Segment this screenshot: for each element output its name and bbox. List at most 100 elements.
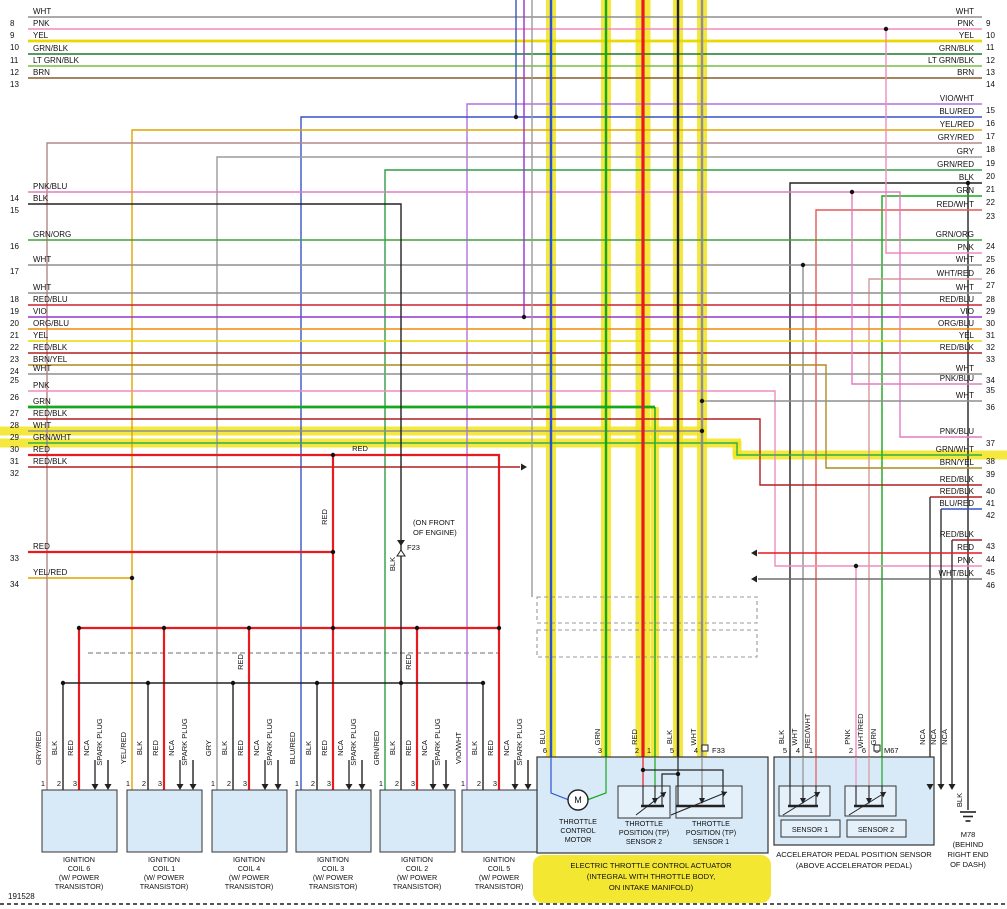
pin-number: 26 [10,393,19,402]
wire-color-label: GRN/BLK [939,44,975,53]
pin-number: 6 [543,746,547,755]
wire-color-label: BRN/YEL [940,458,975,467]
pin-number: 20 [986,172,995,181]
highlighted-caption: ON INTAKE MANIFOLD) [609,883,694,892]
wire-color-label: RED [957,543,974,552]
wire-color-label: RED/BLU [33,295,68,304]
component-caption: IGNITION [401,855,433,864]
note-label: F33 [712,746,725,755]
pin-number: 38 [986,457,995,466]
component-caption: THROTTLE [559,817,597,826]
arrowhead-icon [814,792,820,798]
ignition-coil-box [461,789,538,853]
wire-color-label: BRN [957,68,974,77]
wire-color-label: BLU/RED [939,499,974,508]
sensor-name-box [846,819,907,838]
connector-icon [701,744,709,752]
pin-number: 41 [986,499,995,508]
wire-color-label: RED [66,740,75,756]
component-caption: COIL 4 [238,864,261,873]
motor-letter: M [574,795,582,805]
pin-number: 2 [142,779,146,788]
pin-number: 2 [395,779,399,788]
wire-color-label: WHT [956,255,974,264]
pin-number: 2 [849,746,853,755]
wire-red-blk [28,418,982,486]
wire-color-label: WHT [956,364,974,373]
wire-brn-yel [28,364,982,469]
pin-number: 3 [243,779,247,788]
component-caption: TRANSISTOR) [225,882,274,891]
wire-color-label: YEL [959,331,975,340]
junction-dot [800,262,806,268]
component-caption: TRANSISTOR) [140,882,189,891]
wire-color-label: BLU/RED [288,731,297,764]
component-caption: COIL 6 [68,864,91,873]
note-label: RIGHT END [947,850,989,859]
wire-color-label: NCA [336,740,345,756]
wire-color-label: RED/BLK [33,457,68,466]
potentiometer-box [617,785,671,819]
inline-connector-icon [396,549,406,557]
pin-number: 22 [986,198,995,207]
arrowhead-icon [937,784,945,790]
wire-color-label: WHT [790,728,799,745]
pin-number: 33 [10,554,19,563]
wire-color-label: RED/BLK [940,343,975,352]
wiper-arrow-icon [800,798,806,804]
arrowhead-icon [511,784,519,790]
junction-dot [521,314,527,320]
component-caption: COIL 5 [488,864,511,873]
pin-number: 25 [10,376,19,385]
pin-number: 1 [126,779,130,788]
pin-number: 15 [986,106,995,115]
component-lead [586,757,607,801]
arrowhead-icon [751,575,757,583]
component-caption: SENSOR 1 [693,837,729,846]
junction-dot [398,680,404,686]
wire-color-label: BLK [955,793,964,807]
wire-color-label: GRN/ORG [33,230,71,239]
pin-number: 39 [986,470,995,479]
junction-dot [853,563,859,569]
wire-color-label: GRN [33,397,51,406]
wire-color-label: WHT [33,255,51,264]
pin-number: 13 [986,68,995,77]
junction-dot [330,625,336,631]
pin-number: 9 [10,31,15,40]
pin-number: 27 [10,409,19,418]
inline-connector-box [536,596,758,624]
wire-color-label: RED/BLK [940,530,975,539]
wire-color-label: BLK [959,173,975,182]
wire-color-label: NCA [82,740,91,756]
wire-color-label: BLK [220,741,229,755]
component-caption: COIL 1 [153,864,176,873]
wire-color-label: RED [33,445,50,454]
wire-color-label: ORG/BLU [938,319,974,328]
wire-color-label: GRN/BLK [33,44,69,53]
wire-color-label: BLK [304,741,313,755]
pin-number: 18 [986,145,995,154]
wire-color-label: GRN/RED [372,730,381,765]
pin-number: 11 [10,56,19,65]
wire-color-label: SPARK PLUG [433,718,442,766]
pin-number: 3 [493,779,497,788]
wire-color-label: WHT/RED [937,269,975,278]
junction-dot [145,680,151,686]
component-caption: THROTTLE [625,819,663,828]
wire-red-wht [815,209,982,757]
component-caption: POSITION (TP) [619,828,669,837]
ignition-coil-box [295,789,372,853]
pin-number: 3 [411,779,415,788]
highlighted-caption: ELECTRIC THROTTLE CONTROL ACTUATOR [570,861,732,870]
wire-vio-wht [466,103,982,790]
wire-color-label: RED [33,542,50,551]
wire-color-label: SPARK PLUG [349,718,358,766]
sensor-name-box [780,819,841,838]
wire-color-label: WHT [33,421,51,430]
wire-color-label: VIO/WHT [940,94,974,103]
sensor-name: SENSOR 2 [858,825,894,834]
note-label: F23 [407,543,420,552]
wire-color-label: GRN/WHT [936,445,974,454]
wire-color-label: RED/BLU [939,295,974,304]
